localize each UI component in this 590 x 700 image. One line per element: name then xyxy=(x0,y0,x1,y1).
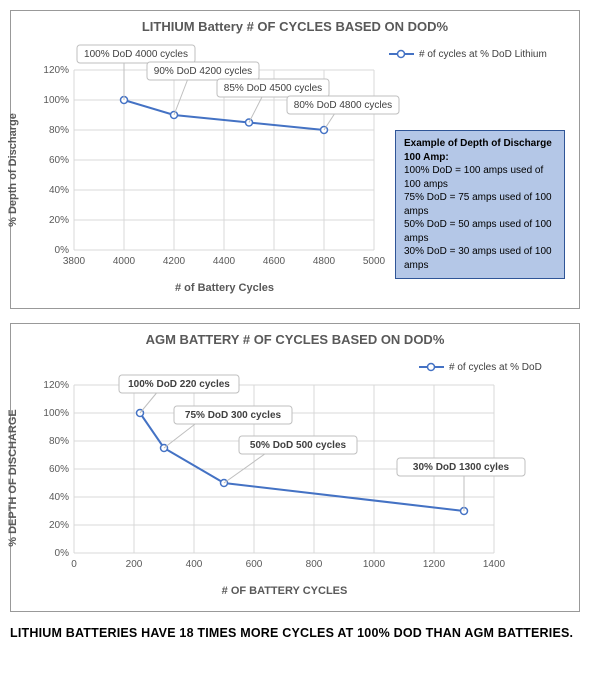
svg-text:800: 800 xyxy=(306,559,323,570)
lithium-callout-0: 100% DoD 4000 cycles xyxy=(84,49,188,60)
svg-text:4000: 4000 xyxy=(113,256,136,267)
lithium-legend: # of cycles at % DoD Lithium xyxy=(389,49,547,60)
dod-example-title: Example of Depth of Discharge 100 Amp: xyxy=(404,137,556,164)
agm-callout-1: 75% DoD 300 cycles xyxy=(185,410,282,421)
svg-text:1200: 1200 xyxy=(423,559,446,570)
lithium-chart-panel: LITHIUM Battery # OF CYCLES BASED ON DOD… xyxy=(10,10,580,309)
dod-example-line-0: 100% DoD = 100 amps used of 100 amps xyxy=(404,164,556,191)
agm-callout-0: 100% DoD 220 cycles xyxy=(128,379,230,390)
svg-text:100%: 100% xyxy=(43,95,69,106)
dod-example-line-2: 50% DoD = 50 amps used of 100 amps xyxy=(404,218,556,245)
footer-statement: LITHIUM BATTERIES HAVE 18 TIMES MORE CYC… xyxy=(10,626,580,640)
agm-callout-2: 50% DoD 500 cycles xyxy=(250,440,347,451)
agm-x-axis-label: # OF BATTERY CYCLES xyxy=(47,585,522,597)
dod-example-line-1: 75% DoD = 75 amps used of 100 amps xyxy=(404,191,556,218)
svg-text:20%: 20% xyxy=(49,520,69,531)
svg-text:4200: 4200 xyxy=(163,256,186,267)
svg-text:0: 0 xyxy=(71,559,77,570)
svg-text:40%: 40% xyxy=(49,492,69,503)
svg-text:120%: 120% xyxy=(43,380,69,391)
agm-plot: 0% 20% 40% 60% 80% 100% 120% 0 200 400 6… xyxy=(19,353,559,583)
agm-y-axis-label: % DEPTH OF DISCHARGE xyxy=(7,409,19,547)
svg-text:400: 400 xyxy=(186,559,203,570)
svg-text:20%: 20% xyxy=(49,215,69,226)
svg-text:1000: 1000 xyxy=(363,559,386,570)
svg-text:4400: 4400 xyxy=(213,256,236,267)
svg-text:600: 600 xyxy=(246,559,263,570)
svg-text:4600: 4600 xyxy=(263,256,286,267)
agm-chart-panel: AGM BATTERY # OF CYCLES BASED ON DOD% % … xyxy=(10,323,580,612)
lithium-callout-1: 90% DoD 4200 cycles xyxy=(154,66,252,77)
svg-text:80%: 80% xyxy=(49,125,69,136)
agm-legend-text: # of cycles at % DoD xyxy=(449,362,542,373)
svg-text:80%: 80% xyxy=(49,436,69,447)
agm-legend: # of cycles at % DoD xyxy=(419,362,542,373)
svg-text:3800: 3800 xyxy=(63,256,86,267)
svg-text:0%: 0% xyxy=(55,245,70,256)
lithium-y-axis-label: % Depth of Discharge xyxy=(7,113,19,227)
svg-text:4800: 4800 xyxy=(313,256,336,267)
svg-text:5000: 5000 xyxy=(363,256,386,267)
svg-text:200: 200 xyxy=(126,559,143,570)
lithium-callout-3: 80% DoD 4800 cycles xyxy=(294,100,392,111)
lithium-chart-title: LITHIUM Battery # OF CYCLES BASED ON DOD… xyxy=(19,19,571,34)
agm-callout-3: 30% DoD 1300 cyles xyxy=(413,462,510,473)
svg-text:1400: 1400 xyxy=(483,559,506,570)
svg-text:0%: 0% xyxy=(55,548,70,559)
agm-chart-title: AGM BATTERY # OF CYCLES BASED ON DOD% xyxy=(19,332,571,347)
svg-text:100%: 100% xyxy=(43,408,69,419)
svg-text:40%: 40% xyxy=(49,185,69,196)
svg-text:60%: 60% xyxy=(49,155,69,166)
lithium-x-axis-label: # of Battery Cycles xyxy=(47,282,402,294)
svg-text:120%: 120% xyxy=(43,65,69,76)
dod-example-line-3: 30% DoD = 30 amps used of 100 amps xyxy=(404,245,556,272)
dod-example-box: Example of Depth of Discharge 100 Amp: 1… xyxy=(395,130,565,279)
lithium-callout-2: 85% DoD 4500 cycles xyxy=(224,83,322,94)
lithium-legend-text: # of cycles at % DoD Lithium xyxy=(419,49,547,60)
svg-text:60%: 60% xyxy=(49,464,69,475)
